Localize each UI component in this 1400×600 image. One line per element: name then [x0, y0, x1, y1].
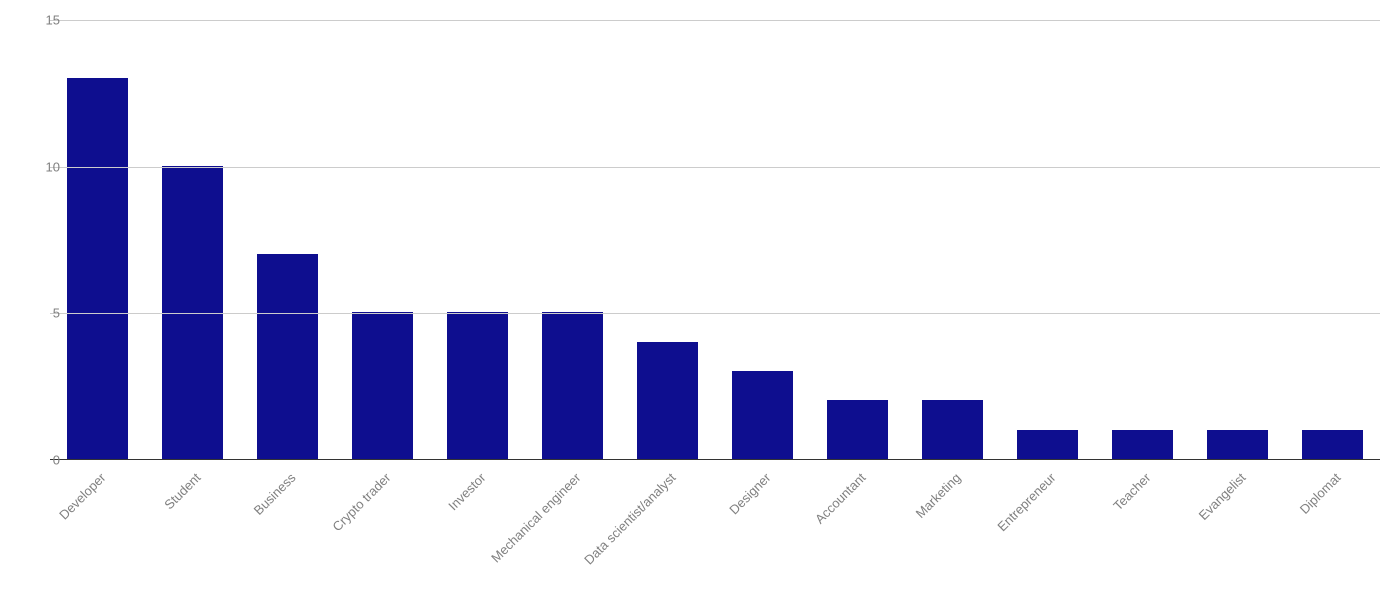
gridline	[50, 313, 1380, 314]
plot-area	[50, 20, 1380, 460]
bars-area	[50, 20, 1380, 459]
x-tick-label: Designer	[726, 470, 773, 517]
bar	[1207, 430, 1269, 459]
bar-slot	[1000, 20, 1095, 459]
bar	[827, 400, 889, 459]
x-label-slot: Marketing	[905, 470, 1000, 600]
x-label-slot: Crypto trader	[335, 470, 430, 600]
x-tick-label: Entrepreneur	[994, 470, 1058, 534]
x-label-slot: Accountant	[810, 470, 905, 600]
x-tick-label: Accountant	[812, 470, 869, 527]
bar-slot	[1190, 20, 1285, 459]
bar	[257, 254, 319, 459]
bar	[1017, 430, 1079, 459]
bar-slot	[715, 20, 810, 459]
bar	[732, 371, 794, 459]
x-axis-labels: Developer Student Business Crypto trader Inv…	[50, 470, 1380, 600]
x-label-slot: Data scientist/analyst	[620, 470, 715, 600]
bar	[637, 342, 699, 459]
x-label-slot: Designer	[715, 470, 810, 600]
x-label-slot: Developer	[50, 470, 145, 600]
x-tick-label: Evangelist	[1195, 470, 1248, 523]
x-tick-label: Student	[161, 470, 203, 512]
x-tick-label: Investor	[445, 470, 488, 513]
y-tick-label: 15	[20, 13, 60, 28]
bar-slot	[335, 20, 430, 459]
x-label-slot: Entrepreneur	[1000, 470, 1095, 600]
bar-slot	[240, 20, 335, 459]
x-tick-label: Diplomat	[1296, 470, 1343, 517]
bar-slot	[525, 20, 620, 459]
bar	[162, 166, 224, 459]
bar	[1112, 430, 1174, 459]
bar-slot	[1095, 20, 1190, 459]
x-label-slot: Diplomat	[1285, 470, 1380, 600]
x-tick-label: Crypto trader	[329, 470, 393, 534]
y-tick-label: 10	[20, 159, 60, 174]
x-label-slot: Business	[240, 470, 335, 600]
bar-slot	[50, 20, 145, 459]
bar-chart: Developer Student Business Crypto trader Inv…	[50, 20, 1380, 580]
x-tick-label: Developer	[56, 470, 109, 523]
gridline	[50, 20, 1380, 21]
y-tick-label: 5	[20, 306, 60, 321]
bar-slot	[1285, 20, 1380, 459]
bar	[67, 78, 129, 459]
gridline	[50, 167, 1380, 168]
bar	[447, 312, 509, 459]
x-tick-label: Marketing	[912, 470, 963, 521]
bar-slot	[810, 20, 905, 459]
x-label-slot: Evangelist	[1190, 470, 1285, 600]
bar-slot	[620, 20, 715, 459]
x-label-slot: Teacher	[1095, 470, 1190, 600]
x-tick-label: Teacher	[1110, 470, 1153, 513]
y-tick-label: 0	[20, 453, 60, 468]
bar	[352, 312, 414, 459]
bar-slot	[145, 20, 240, 459]
bar	[1302, 430, 1364, 459]
x-label-slot: Student	[145, 470, 240, 600]
bar	[922, 400, 984, 459]
bar-slot	[905, 20, 1000, 459]
x-tick-label: Business	[250, 470, 298, 518]
bar	[542, 312, 604, 459]
bar-slot	[430, 20, 525, 459]
